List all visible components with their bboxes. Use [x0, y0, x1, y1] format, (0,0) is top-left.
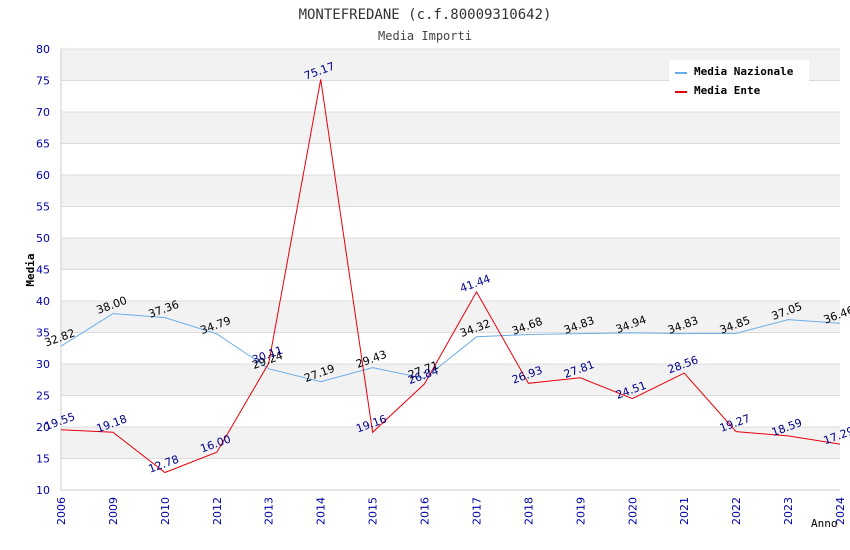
- grid-band: [61, 112, 840, 144]
- grid-band: [61, 301, 840, 333]
- legend-label-nazionale: Media Nazionale: [694, 65, 794, 78]
- x-tick-label: 2013: [263, 497, 276, 525]
- x-tick-label: 2015: [367, 497, 380, 525]
- series-line-0: [60, 313, 841, 383]
- x-tick-label: 2023: [782, 497, 795, 525]
- x-axis: 2006 2009 2010 2012 2013 2014 2015 2016 2017 2018…: [55, 497, 847, 525]
- x-tick-label: 2022: [730, 497, 743, 525]
- grid-band: [61, 427, 840, 459]
- y-tick-label: 45: [36, 264, 50, 277]
- chart-subtitle: Media Importi: [378, 29, 472, 43]
- x-tick-label: 2014: [315, 497, 328, 525]
- y-tick-label: 70: [36, 106, 50, 119]
- x-tick-label: 2009: [107, 497, 120, 525]
- x-axis-label: Anno: [811, 517, 838, 530]
- x-tick-label: 2017: [470, 497, 483, 525]
- y-tick-label: 35: [36, 327, 50, 340]
- y-tick-label: 20: [36, 421, 50, 434]
- x-tick-label: 2018: [522, 497, 535, 525]
- x-tick-label: 2012: [211, 497, 224, 525]
- x-tick-label: 2024: [834, 497, 847, 525]
- legend-box: [669, 60, 809, 101]
- data-label-1: 41.44: [458, 272, 492, 295]
- y-tick-label: 25: [36, 390, 50, 403]
- grid-band: [61, 175, 840, 207]
- y-tick-label: 15: [36, 453, 50, 466]
- y-tick-label: 55: [36, 201, 50, 214]
- y-tick-label: 75: [36, 75, 50, 88]
- y-tick-label: 60: [36, 169, 50, 182]
- grid-band: [61, 364, 840, 396]
- y-tick-label: 65: [36, 138, 50, 151]
- legend: Media Nazionale Media Ente: [669, 60, 809, 101]
- x-tick-label: 2016: [419, 497, 432, 525]
- y-tick-label: 50: [36, 232, 50, 245]
- legend-label-ente: Media Ente: [694, 84, 761, 97]
- chart-title: MONTEFREDANE (c.f.80009310642): [299, 7, 552, 23]
- y-axis-label: Media: [24, 253, 37, 286]
- series-lines: [60, 79, 841, 474]
- y-tick-label: 10: [36, 484, 50, 497]
- x-tick-label: 2021: [678, 497, 691, 525]
- y-axis: 10 15 20 25 30 35 40 45 50 55 60 65 70 75 80: [36, 43, 50, 497]
- y-tick-label: 80: [36, 43, 50, 56]
- series-line-1: [60, 79, 841, 474]
- x-tick-label: 2010: [159, 497, 172, 525]
- plot-background: [61, 49, 840, 459]
- y-tick-label: 30: [36, 358, 50, 371]
- x-tick-label: 2019: [574, 497, 587, 525]
- y-tick-label: 40: [36, 295, 50, 308]
- x-tick-label: 2020: [626, 497, 639, 525]
- x-tick-label: 2006: [55, 497, 68, 525]
- grid-band: [61, 238, 840, 270]
